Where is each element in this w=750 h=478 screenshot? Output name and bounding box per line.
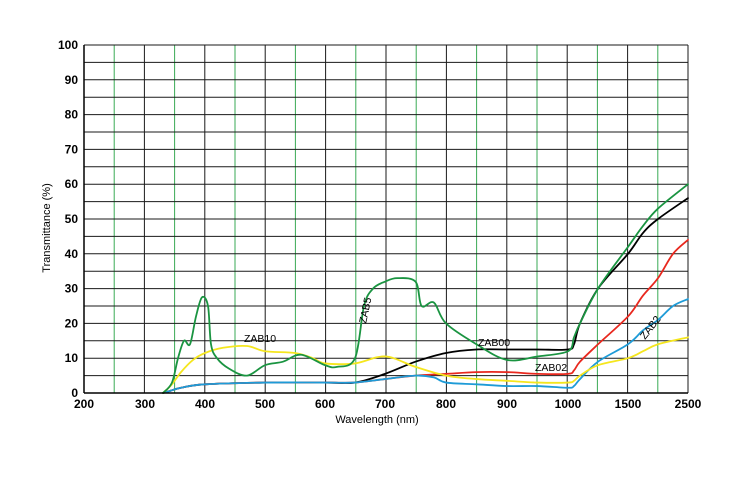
y-axis-label: Transmittance (%) [41,183,53,272]
series-line-zab00 [162,197,689,394]
y-tick-label: 70 [65,142,79,156]
y-tick-label: 0 [71,386,78,400]
axes: 0 10 20 30 40 50 60 70 80 90 100 200 300 400 500 600 700… [58,38,702,411]
x-tick-label: 2500 [675,397,702,411]
x-tick-label: 900 [497,397,517,411]
y-tick-label: 20 [65,316,79,330]
x-tick-label: 600 [315,397,335,411]
x-tick-label: 300 [135,397,155,411]
y-tick-label: 30 [65,282,79,296]
series-line-zab5 [162,183,689,394]
series-label-zab00: ZAB00 [478,337,510,349]
series-labels: ZAB10 ZAB5 ZAB00 ZAB02 ZAB2 [244,296,664,374]
y-tick-label: 80 [65,108,79,122]
y-tick-label: 40 [65,247,79,261]
y-tick-label: 50 [65,212,79,226]
x-axis-label: Wavelength (nm) [335,414,418,426]
y-tick-label: 10 [65,351,79,365]
series-label-zab5: ZAB5 [357,296,374,324]
series-line-zab10 [162,336,689,394]
x-tick-label: 400 [195,397,215,411]
series-label-zab10: ZAB10 [244,333,276,345]
grid [83,44,689,394]
x-tick-label: 1500 [615,397,642,411]
series-line-zab2 [162,298,689,394]
x-tick-label: 1000 [555,397,582,411]
y-tick-label: 100 [58,38,78,52]
x-tick-label: 500 [255,397,275,411]
y-tick-label: 90 [65,73,79,87]
x-tick-label: 800 [436,397,456,411]
x-tick-label: 200 [74,397,94,411]
y-tick-label: 60 [65,177,79,191]
series-label-zab02: ZAB02 [535,362,567,374]
series-lines [162,183,689,394]
x-tick-label: 700 [375,397,395,411]
